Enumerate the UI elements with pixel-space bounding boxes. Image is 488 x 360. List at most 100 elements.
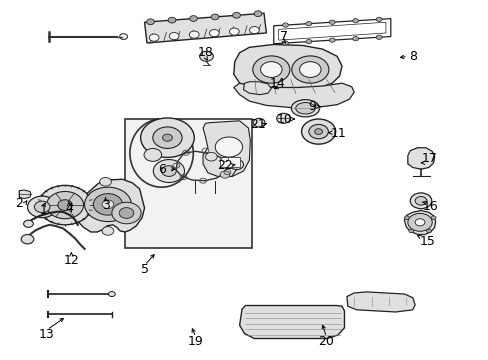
Circle shape [169,32,179,40]
Circle shape [232,13,240,18]
Circle shape [404,216,408,220]
Text: 5: 5 [140,263,148,276]
Text: 20: 20 [318,335,334,348]
Text: 11: 11 [330,127,346,140]
Polygon shape [239,306,344,338]
Circle shape [141,118,194,157]
Polygon shape [404,211,435,234]
Polygon shape [203,121,250,176]
Text: 10: 10 [276,113,292,126]
Circle shape [46,192,83,219]
Text: 14: 14 [269,77,285,90]
Circle shape [27,196,57,218]
Circle shape [162,134,172,141]
Circle shape [205,152,217,161]
Polygon shape [19,190,31,199]
Circle shape [168,17,176,23]
Text: 6: 6 [157,163,165,176]
Polygon shape [144,13,266,43]
Circle shape [189,31,199,38]
Circle shape [199,51,213,61]
Circle shape [58,200,72,211]
Circle shape [301,119,335,144]
Circle shape [253,118,264,127]
Text: 8: 8 [408,50,416,63]
Polygon shape [407,148,434,169]
Circle shape [282,23,288,27]
Circle shape [38,185,92,225]
Text: 18: 18 [197,46,213,59]
Bar [125,119,251,248]
Circle shape [260,62,282,77]
Text: 3: 3 [102,199,109,212]
Polygon shape [243,82,271,95]
Bar [220,157,239,167]
Circle shape [84,187,131,222]
Circle shape [108,292,115,297]
Circle shape [161,166,176,176]
Text: 12: 12 [63,254,79,267]
Ellipse shape [291,100,319,117]
Circle shape [102,226,114,235]
Polygon shape [233,44,341,91]
Circle shape [119,208,134,219]
Circle shape [153,159,184,183]
Circle shape [352,37,358,41]
Circle shape [414,219,424,226]
Circle shape [314,129,322,134]
Text: 16: 16 [422,201,438,213]
Circle shape [329,20,334,24]
Text: 17: 17 [421,152,437,165]
Circle shape [426,229,430,233]
Circle shape [408,229,413,233]
Circle shape [215,137,242,157]
Polygon shape [346,292,414,312]
Circle shape [305,40,311,44]
Circle shape [21,234,34,244]
Circle shape [305,22,311,26]
Circle shape [308,125,328,139]
Circle shape [209,30,219,37]
Circle shape [102,200,114,209]
Text: 4: 4 [65,202,73,215]
Circle shape [146,19,154,24]
Text: 1: 1 [40,204,47,217]
Circle shape [409,193,431,209]
Text: 7: 7 [279,30,287,43]
Circle shape [430,216,435,220]
Circle shape [100,177,111,186]
Circle shape [112,202,141,224]
Circle shape [329,38,334,42]
Circle shape [220,171,229,178]
Circle shape [249,27,259,34]
Circle shape [254,11,262,17]
Text: 2: 2 [15,197,23,210]
Circle shape [375,17,381,22]
Circle shape [23,220,33,227]
Circle shape [375,35,381,40]
Text: 13: 13 [39,328,55,341]
Circle shape [144,148,161,161]
Circle shape [299,62,321,77]
Text: 15: 15 [419,235,434,248]
Circle shape [414,197,426,205]
Text: 19: 19 [187,335,203,348]
Circle shape [276,113,290,123]
Circle shape [153,127,182,148]
Circle shape [93,194,122,215]
Ellipse shape [295,103,315,114]
Circle shape [149,34,159,41]
Circle shape [229,159,243,170]
Polygon shape [75,179,144,232]
Circle shape [407,213,431,231]
Circle shape [211,14,219,20]
Polygon shape [233,83,353,108]
Circle shape [352,19,358,23]
Circle shape [229,28,239,35]
Text: 9: 9 [307,100,315,113]
Circle shape [252,56,289,83]
Text: 21: 21 [250,118,265,131]
Text: 22: 22 [217,159,232,172]
Circle shape [34,201,50,213]
Circle shape [189,16,197,21]
